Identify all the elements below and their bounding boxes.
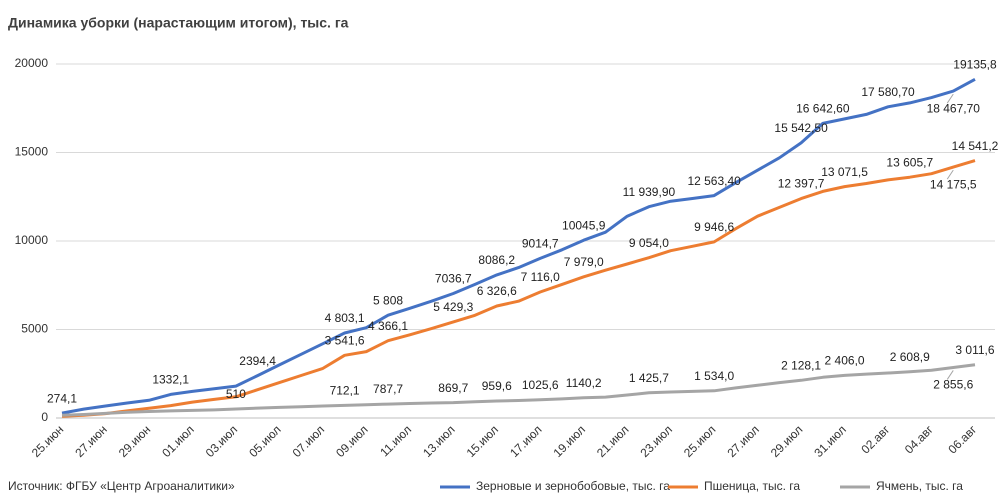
y-tick-label: 15000 (15, 145, 49, 159)
data-label: 1140,2 (566, 376, 602, 390)
y-tick-label: 0 (41, 410, 48, 424)
data-label: 6 326,6 (477, 284, 517, 298)
data-label: 3 011,6 (955, 343, 994, 357)
data-label: 510 (226, 387, 246, 401)
source: Источник: ФГБУ «Центр Агроаналитики» (8, 479, 235, 493)
data-label: 1025,6 (522, 378, 559, 392)
data-label: 14 175,5 (930, 177, 977, 191)
data-label: 3 541,6 (325, 333, 365, 347)
data-label: 1332,1 (152, 373, 189, 387)
data-label: 9014,7 (522, 237, 559, 251)
data-label: 5 429,3 (433, 300, 473, 314)
leader-line (946, 370, 954, 380)
y-tick-label: 5000 (21, 322, 48, 336)
data-label: 2 608,9 (890, 350, 930, 364)
y-tick-label: 10000 (15, 233, 49, 247)
y-tick-label: 20000 (15, 56, 49, 70)
data-label: 9 946,6 (694, 220, 734, 234)
chart-title: Динамика уборки (нарастающим итогом), ты… (8, 15, 349, 31)
data-label: 712,1 (330, 384, 360, 398)
data-label: 18 467,70 (927, 101, 981, 115)
data-label: 13 605,7 (886, 155, 933, 169)
data-label: 274,1 (47, 391, 77, 405)
data-label: 12 563,40 (687, 174, 741, 188)
leader-line (946, 93, 954, 104)
data-label: 9 054,0 (629, 236, 669, 250)
data-label: 16 642,60 (796, 102, 850, 116)
series-line (61, 77, 976, 415)
series-line (61, 159, 976, 418)
data-label: 4 366,1 (368, 319, 408, 333)
data-label: 4 803,1 (325, 311, 365, 325)
data-label: 959,6 (482, 379, 512, 393)
data-label: 11 939,90 (623, 185, 676, 199)
legend-label: Зерновые и зернобобовые, тыс. га (476, 479, 670, 493)
legend-label: Ячмень, тыс. га (876, 479, 963, 493)
series-line (61, 363, 976, 417)
data-label: 2394,4 (239, 354, 276, 368)
data-label: 869,7 (438, 381, 468, 395)
data-label: 2 128,1 (781, 359, 821, 373)
legend-label: Пшеница, тыс. га (704, 479, 800, 493)
data-label: 2 855,6 (933, 378, 973, 392)
data-label: 7 979,0 (564, 255, 604, 269)
data-label: 15 542,50 (774, 121, 828, 135)
data-label: 14 541,2 (952, 139, 999, 153)
data-label: 5 808 (373, 293, 403, 307)
data-label: 13 071,5 (821, 165, 868, 179)
data-label: 19135,8 (953, 57, 997, 71)
data-label: 1 534,0 (694, 369, 734, 383)
data-label: 17 580,70 (861, 85, 915, 99)
data-label: 10045,9 (562, 218, 606, 232)
data-label: 12 397,7 (778, 177, 825, 191)
data-label: 7036,7 (435, 272, 472, 286)
data-label: 2 406,0 (825, 354, 865, 368)
data-label: 787,7 (373, 382, 403, 396)
leader-line (946, 169, 954, 180)
data-label: 1 425,7 (629, 371, 669, 385)
data-label: 7 116,0 (521, 270, 560, 284)
data-label: 8086,2 (478, 253, 515, 267)
